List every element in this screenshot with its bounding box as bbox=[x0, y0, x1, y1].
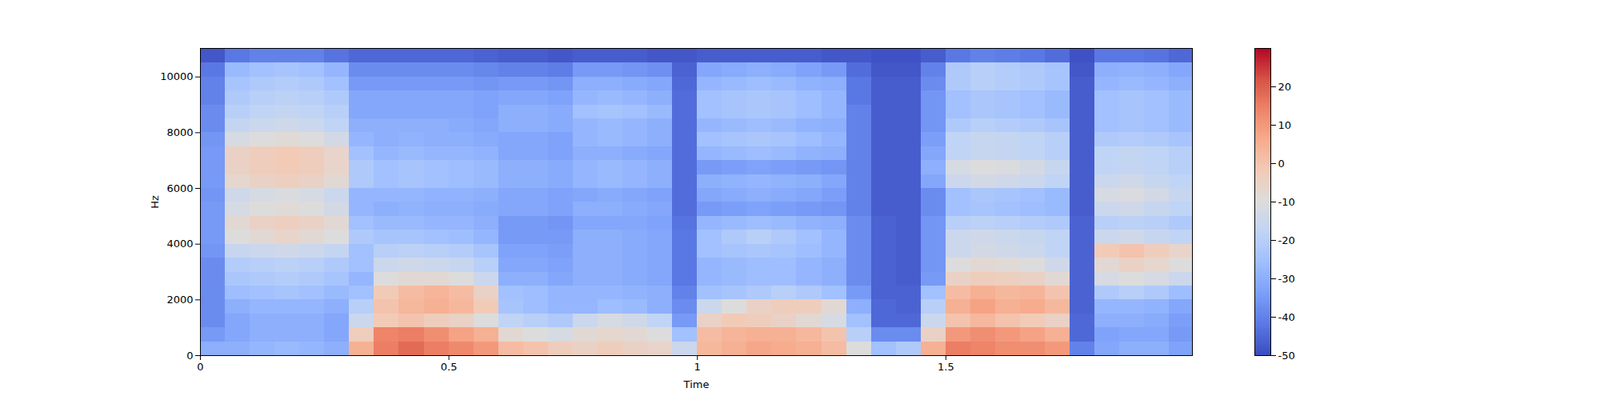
svg-text:-30: -30 bbox=[1278, 272, 1296, 285]
svg-text:4000: 4000 bbox=[166, 237, 193, 250]
svg-text:2000: 2000 bbox=[166, 293, 193, 306]
svg-text:-20: -20 bbox=[1278, 234, 1296, 247]
svg-text:1: 1 bbox=[694, 360, 701, 373]
svg-text:Hz: Hz bbox=[148, 195, 161, 209]
svg-text:0.5: 0.5 bbox=[440, 360, 458, 373]
svg-text:-40: -40 bbox=[1278, 311, 1296, 324]
svg-text:10000: 10000 bbox=[160, 70, 193, 83]
svg-text:6000: 6000 bbox=[166, 182, 193, 195]
svg-text:Time: Time bbox=[683, 378, 710, 391]
svg-text:1.5: 1.5 bbox=[937, 360, 955, 373]
svg-text:10: 10 bbox=[1278, 119, 1292, 132]
svg-text:8000: 8000 bbox=[166, 126, 193, 139]
svg-text:-50: -50 bbox=[1278, 349, 1296, 362]
svg-text:0: 0 bbox=[196, 360, 204, 373]
svg-text:0: 0 bbox=[186, 349, 193, 362]
svg-text:20: 20 bbox=[1278, 80, 1292, 93]
svg-text:-10: -10 bbox=[1278, 196, 1296, 208]
svg-text:0: 0 bbox=[1278, 157, 1285, 170]
